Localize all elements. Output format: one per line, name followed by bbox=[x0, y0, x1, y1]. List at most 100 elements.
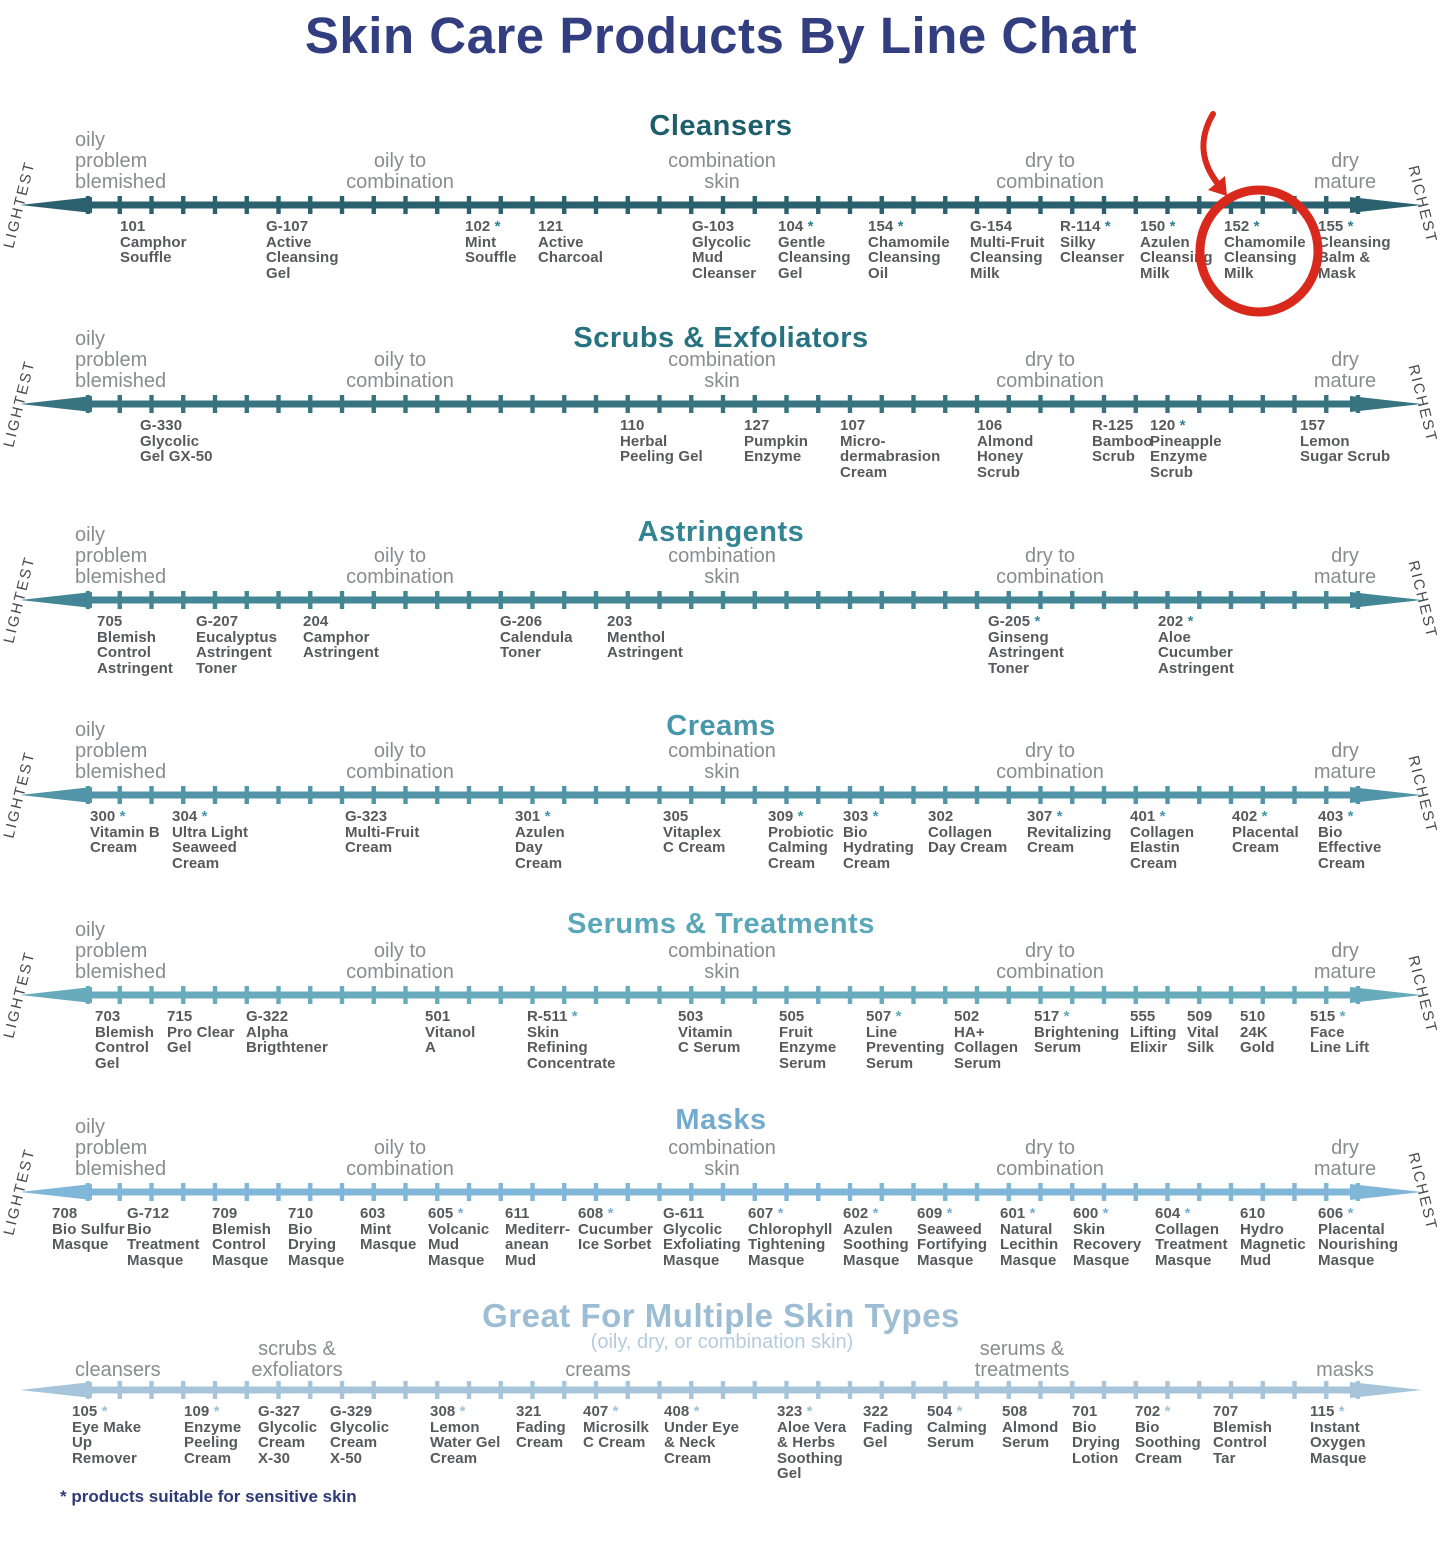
product-item: 702 * Bio Soothing Cream bbox=[1135, 1404, 1201, 1466]
product-item: 203 Menthol Astringent bbox=[607, 614, 683, 661]
sensitive-skin-asterisk: * bbox=[1165, 218, 1176, 235]
product-item: 150 * Azulen Cleansing Milk bbox=[1140, 219, 1213, 281]
product-item: 104 * Gentle Cleansing Gel bbox=[778, 219, 851, 281]
sensitive-skin-asterisk: * bbox=[773, 1205, 784, 1222]
product-name-line: Drying bbox=[288, 1236, 337, 1253]
product-name-line: Astringent bbox=[607, 644, 683, 661]
product-name-line: Aloe Vera bbox=[777, 1418, 847, 1436]
sensitive-skin-asterisk: * bbox=[1180, 1205, 1191, 1222]
sensitive-skin-asterisk: * bbox=[803, 218, 814, 235]
product-name-line: Cream bbox=[1027, 839, 1075, 856]
product-item: G-611 Glycolic Exfoliating Masque bbox=[663, 1206, 741, 1268]
sensitive-skin-asterisk: * bbox=[868, 808, 879, 825]
product-name-line: Control bbox=[97, 644, 152, 661]
product-code: 301 * bbox=[515, 808, 551, 825]
product-name-line: Up bbox=[72, 1434, 93, 1451]
product-code: 102 * bbox=[465, 218, 501, 235]
product-name-line: Placental bbox=[1232, 823, 1299, 841]
skin-type-label: oily problem blemished bbox=[75, 129, 167, 193]
product-name-line: Magnetic bbox=[1240, 1236, 1306, 1253]
product-name-line: Mint bbox=[465, 233, 497, 251]
product-name-line: Toner bbox=[988, 659, 1030, 677]
product-item: 304 * Ultra Light Seaweed Cream bbox=[172, 809, 248, 871]
product-name-line: Mud bbox=[505, 1251, 537, 1269]
product-name-line: Cream bbox=[258, 1434, 306, 1451]
product-name-line: Serum bbox=[1002, 1434, 1050, 1451]
product-name-line: C Cream bbox=[663, 839, 726, 856]
product-item: 517 * Brightening Serum bbox=[1034, 1009, 1119, 1056]
product-name-line: Masque bbox=[52, 1236, 109, 1253]
product-item: 608 * Cucumber Ice Sorbet bbox=[578, 1206, 653, 1253]
section-heading-masks: Masks bbox=[675, 1104, 767, 1136]
product-item: R-114 * Silky Cleanser bbox=[1060, 219, 1124, 266]
product-item: 504 * Calming Serum bbox=[927, 1404, 987, 1451]
page-title: Skin Care Products By Line Chart bbox=[304, 7, 1138, 64]
product-name-line: Cleansing bbox=[778, 249, 851, 266]
product-code: 705 bbox=[97, 613, 123, 630]
product-item: 127 Pumpkin Enzyme bbox=[744, 418, 808, 465]
sensitive-skin-asterisk: * bbox=[115, 808, 126, 825]
product-name-line: Bio bbox=[127, 1220, 152, 1238]
product-name-line: Serum bbox=[866, 1054, 914, 1072]
product-name-line: Cleanser bbox=[1060, 249, 1125, 266]
product-name-line: dermabrasion bbox=[840, 448, 941, 465]
product-name-line: Control bbox=[95, 1039, 150, 1056]
product-name-line: Eucalyptus bbox=[196, 628, 278, 646]
product-item: G-103 Glycolic Mud Cleanser bbox=[692, 219, 756, 281]
product-name-line: Masque bbox=[748, 1251, 805, 1269]
product-name-line: Cream bbox=[840, 463, 888, 481]
product-item: 300 * Vitamin B Cream bbox=[90, 809, 160, 856]
product-name-line: Vitaplex bbox=[663, 823, 722, 841]
product-item: 101 Camphor Souffle bbox=[120, 219, 187, 266]
product-name-line: Milk bbox=[1140, 264, 1170, 282]
product-item: G-107 Active Cleansing Gel bbox=[266, 219, 339, 281]
product-name-line: Placental bbox=[1318, 1220, 1385, 1238]
product-item: 611 Mediterr-anean Mud bbox=[505, 1206, 570, 1268]
product-code: G-207 bbox=[196, 613, 239, 630]
product-name-line: Under Eye bbox=[664, 1418, 740, 1436]
product-code: 308 * bbox=[430, 1403, 466, 1420]
sensitive-skin-asterisk: * bbox=[567, 1008, 578, 1025]
product-code: 154 * bbox=[868, 218, 904, 235]
sensitive-skin-asterisk: * bbox=[608, 1403, 619, 1420]
product-name-line: 24K bbox=[1240, 1023, 1268, 1041]
skin-type-label: oily to combination bbox=[346, 545, 454, 588]
product-name-line: Sugar Scrub bbox=[1300, 448, 1391, 465]
product-item: 301 * Azulen Day Cream bbox=[515, 809, 565, 871]
product-name-line: Revitalizing bbox=[1027, 823, 1112, 841]
product-name-line: Gel bbox=[266, 264, 291, 282]
product-name-line: Hydro bbox=[1240, 1220, 1284, 1238]
sensitive-skin-asterisk: * bbox=[1343, 808, 1354, 825]
product-item: 600 * Skin Recovery Masque bbox=[1073, 1206, 1141, 1268]
product-code: 321 bbox=[516, 1403, 542, 1420]
section-heading-cleansers: Cleansers bbox=[649, 110, 793, 142]
product-name-line: Enzyme bbox=[1150, 448, 1208, 465]
product-name-line: Cream bbox=[330, 1434, 378, 1451]
product-name-line: Cucumber bbox=[578, 1220, 653, 1238]
product-name-line: Soothing bbox=[777, 1449, 843, 1467]
product-name-line: Collagen bbox=[1130, 823, 1195, 841]
skin-type-label: oily to combination bbox=[346, 1137, 454, 1180]
product-code: 603 bbox=[360, 1205, 386, 1222]
product-name-line: Masque bbox=[663, 1251, 720, 1269]
product-name-line: Masque bbox=[288, 1251, 345, 1269]
product-name-line: Control bbox=[212, 1236, 267, 1253]
product-item: 401 * Collagen Elastin Cream bbox=[1130, 809, 1194, 871]
product-item: 407 * Microsilk C Cream bbox=[583, 1404, 649, 1451]
product-item: 110 Herbal Peeling Gel bbox=[620, 418, 703, 465]
product-item: 307 * Revitalizing Cream bbox=[1027, 809, 1112, 856]
product-name-line: C Serum bbox=[678, 1039, 741, 1056]
product-name-line: Cleansing bbox=[970, 249, 1043, 266]
product-name-line: Milk bbox=[1224, 264, 1254, 282]
product-name-line: Aloe bbox=[1158, 628, 1191, 646]
product-name-line: Scrub bbox=[1150, 463, 1194, 481]
product-code: G-205 * bbox=[988, 613, 1041, 630]
sensitive-skin-asterisk: * bbox=[1257, 808, 1268, 825]
product-item: 305 Vitaplex C Cream bbox=[663, 809, 725, 856]
product-code: G-103 bbox=[692, 218, 735, 235]
sensitive-skin-asterisk: * bbox=[689, 1403, 700, 1420]
skin-type-label: combination skin bbox=[668, 150, 776, 193]
product-name-line: Masque bbox=[1000, 1251, 1057, 1269]
product-item: 609 * Seaweed Fortifying Masque bbox=[917, 1206, 987, 1268]
product-name-line: Milk bbox=[970, 264, 1000, 282]
